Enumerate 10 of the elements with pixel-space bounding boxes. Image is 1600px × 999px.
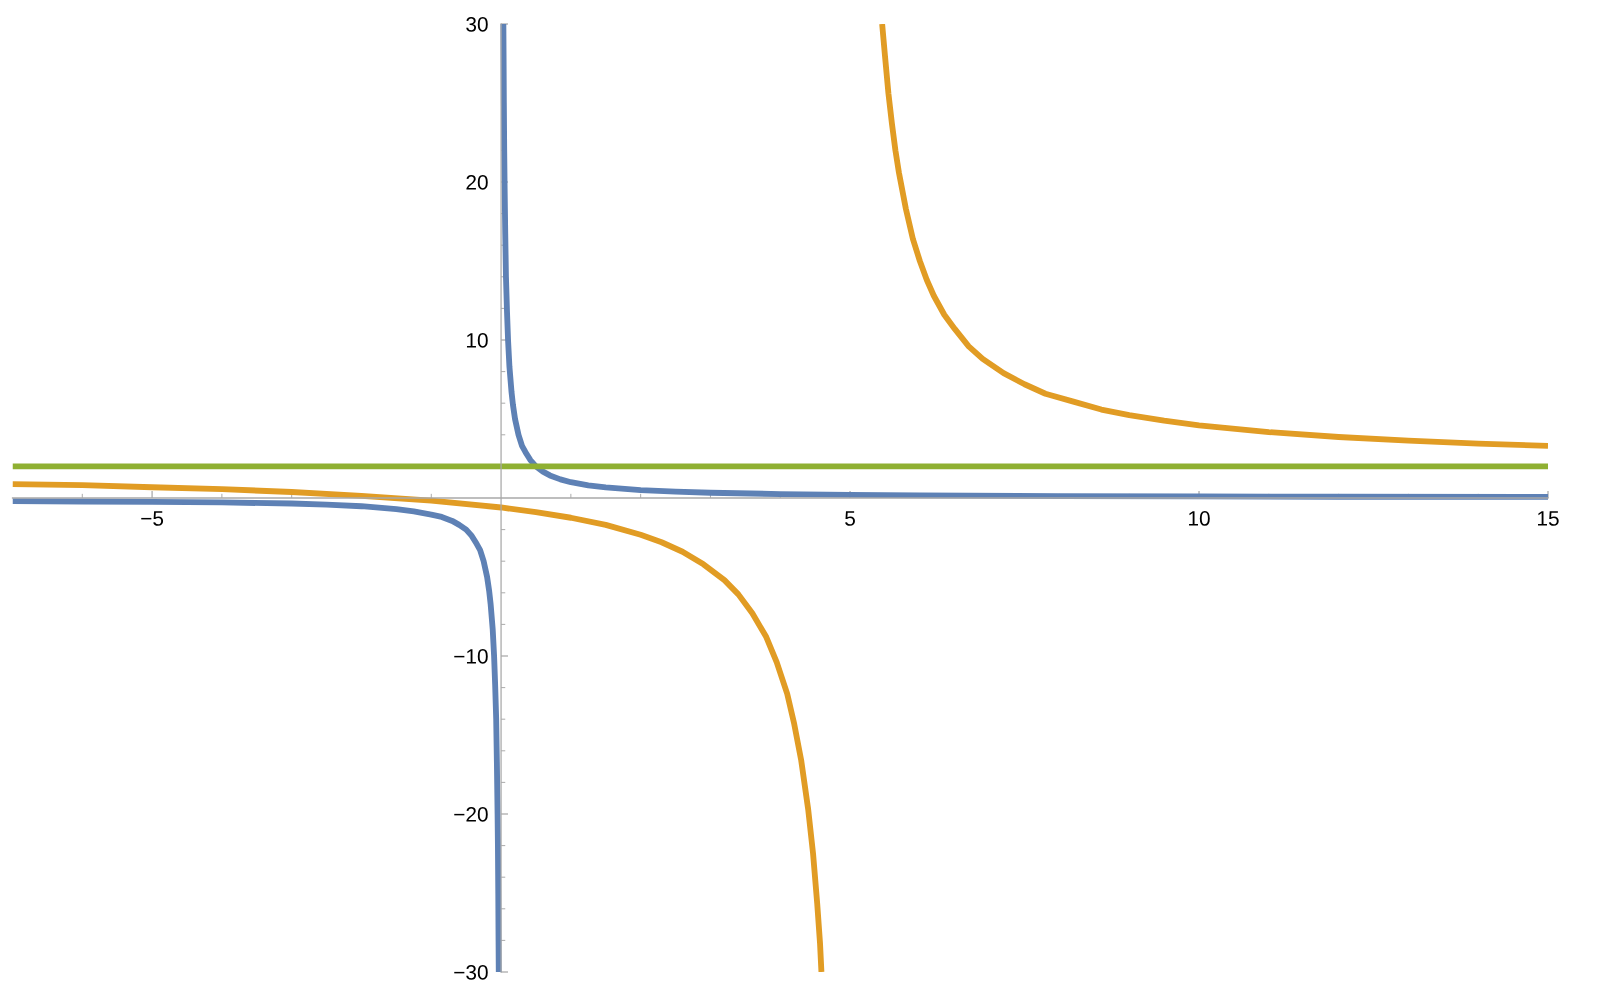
x-tick-label: −5 (141, 511, 164, 526)
x-tick-label: 15 (1538, 511, 1559, 526)
y-tick-label: −10 (454, 649, 488, 664)
y-tick-label: 10 (466, 333, 488, 348)
x-tick-label: 10 (1189, 511, 1210, 526)
y-tick-label: −20 (454, 807, 488, 822)
y-tick-label: 30 (466, 17, 488, 32)
y-tick-label: 20 (466, 175, 488, 190)
y-tick-label: −30 (454, 965, 488, 980)
x-tick-label: 5 (845, 511, 855, 526)
